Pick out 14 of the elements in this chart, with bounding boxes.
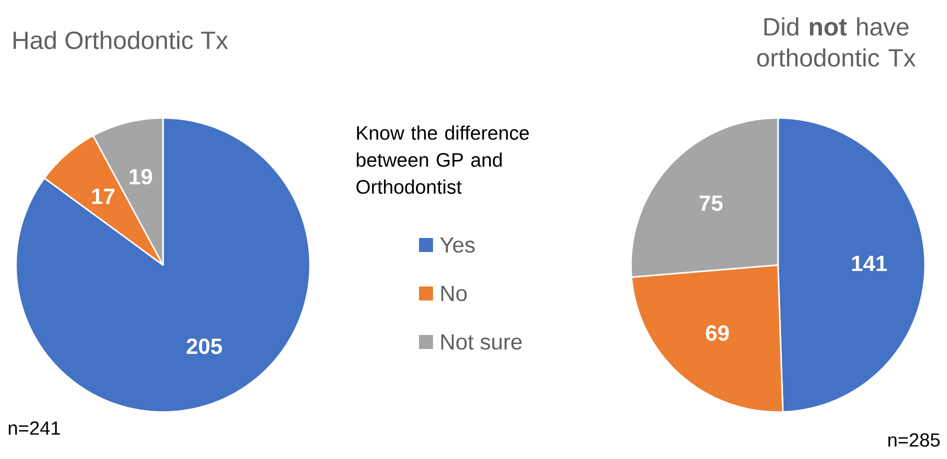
data-label: 69 [706, 325, 729, 341]
chart-title: Had Orthodontic Tx [14, 30, 228, 50]
data-label: 205 [186, 338, 222, 354]
chart-title: Did not have orthodontic Tx [757, 17, 916, 67]
legend-label: Not sure [441, 334, 522, 350]
legend-label: Yes [440, 237, 475, 253]
data-label: 19 [130, 168, 152, 184]
legend-label: No [441, 286, 467, 302]
data-label: 141 [852, 256, 887, 272]
data-label: 75 [700, 196, 723, 211]
text: n=285 [888, 433, 940, 447]
data-label: 17 [92, 188, 114, 204]
text: n=241 [8, 421, 60, 435]
legend-title: Know the difference between GP and Orthodontist [356, 126, 529, 194]
